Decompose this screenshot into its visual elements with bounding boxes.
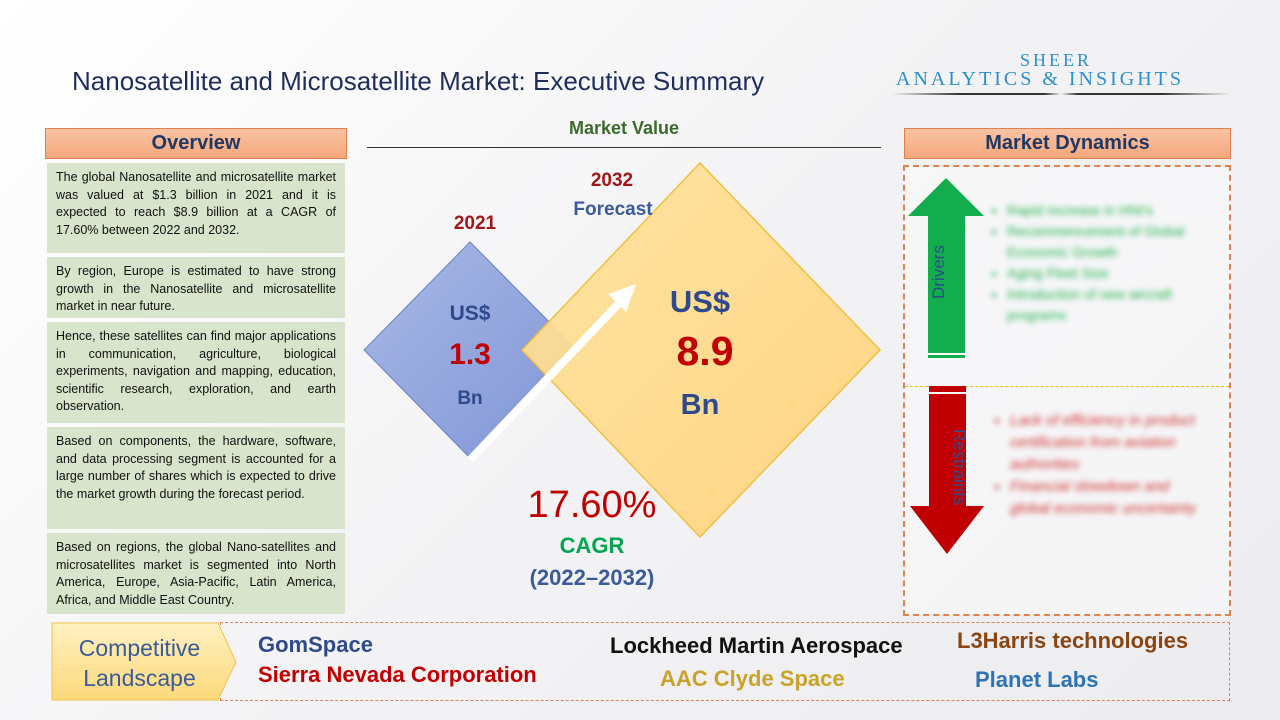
competitive-label-line: Competitive	[78, 635, 201, 661]
driver-item: Rapid increase in HNI's	[1007, 200, 1198, 221]
company-name: AAC Clyde Space	[660, 666, 845, 691]
restraints-list: Lack of efficiency in product certificat…	[996, 410, 1206, 520]
page-title: Nanosatellite and Microsatellite Market:…	[72, 66, 765, 96]
driver-item: Aging Fleet Size	[1007, 263, 1198, 284]
company-name: L3Harris technologies	[957, 628, 1189, 653]
restraints-label: Restraints	[950, 429, 969, 506]
logo-underline	[892, 93, 1230, 95]
market-value-title: Market Value	[568, 118, 680, 138]
year-2021: 2021	[453, 213, 497, 234]
overview-paragraph: Based on regions, the global Nano-satell…	[47, 533, 345, 614]
overview-paragraph: Based on components, the hardware, softw…	[47, 427, 345, 529]
value-2021: 1.3	[449, 338, 491, 371]
competitive-label-line: Landscape	[83, 665, 196, 691]
currency-2032: US$	[669, 284, 731, 319]
growth-arrow	[467, 297, 625, 463]
unit-2021: Bn	[457, 388, 483, 409]
competitive-chevron	[51, 622, 237, 701]
market-value-graphic	[363, 161, 882, 539]
competitive-label: Competitive Landscape	[52, 633, 227, 693]
year-2032: 2032	[590, 170, 634, 191]
dynamics-arrows	[908, 178, 984, 554]
cagr-period: (2022–2032)	[529, 565, 655, 590]
logo: ANALYTICS & INSIGHTS	[896, 68, 1184, 90]
company-name: Lockheed Martin Aerospace	[610, 633, 903, 658]
driver-item: Recommencement of Global Economic Growth	[1007, 221, 1198, 263]
overview-header: Overview	[45, 128, 347, 159]
drivers-arrow-icon	[908, 178, 984, 359]
cagr-label: CAGR	[559, 533, 625, 558]
diamond-2032	[520, 161, 882, 539]
restraint-item: Financial slowdown and global economic u…	[1010, 476, 1206, 520]
divider	[367, 147, 881, 148]
drivers-label: Drivers	[929, 245, 948, 299]
company-name: Planet Labs	[975, 667, 1099, 692]
drivers-list: Rapid increase in HNI's Recommencement o…	[993, 200, 1198, 326]
overview-paragraph: The global Nanosatellite and microsatell…	[47, 163, 345, 253]
cagr-value: 17.60%	[527, 484, 657, 526]
restraint-item: Lack of efficiency in product certificat…	[1010, 410, 1206, 476]
restraints-arrow-icon	[910, 386, 984, 554]
forecast-label: Forecast	[573, 199, 653, 220]
overview-paragraph: Hence, these satellites can find major a…	[47, 322, 345, 423]
divider	[905, 386, 1229, 387]
company-name: GomSpace	[258, 632, 373, 657]
overview-paragraph: By region, Europe is estimated to have s…	[47, 257, 345, 318]
market-dynamics-header: Market Dynamics	[904, 128, 1231, 159]
company-name: Sierra Nevada Corporation	[258, 662, 537, 687]
growth-arrow-head	[608, 284, 636, 312]
value-2032: 8.9	[676, 328, 734, 374]
logo: SHEER	[1020, 50, 1093, 70]
driver-item: Introduction of new aircraft programs	[1007, 284, 1198, 326]
currency-2021: US$	[449, 302, 491, 325]
unit-2032: Bn	[680, 389, 720, 421]
